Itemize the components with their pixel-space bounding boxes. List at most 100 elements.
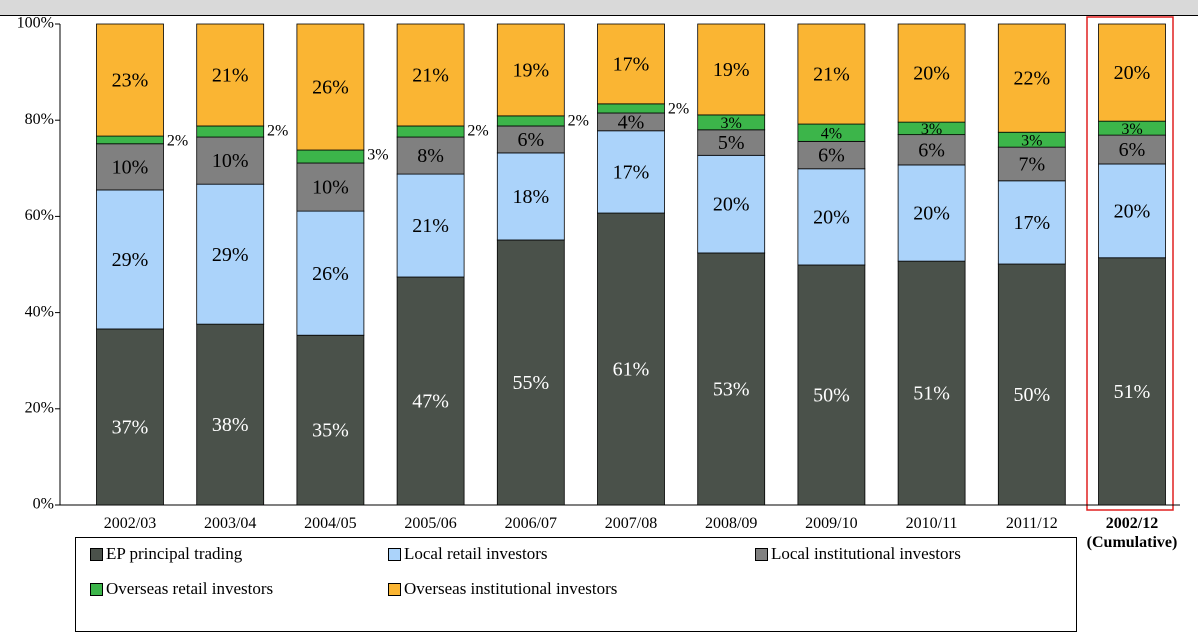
legend: EP principal trading Local retail investo… — [75, 537, 1077, 632]
x-tick-label: 2010/11 — [905, 515, 958, 532]
legend-swatch — [90, 547, 103, 561]
legend-item: Overseas institutional investors — [388, 579, 617, 599]
data-label: 3% — [721, 115, 742, 132]
bar-segment — [396, 276, 465, 506]
legend-swatch — [388, 582, 401, 596]
data-label: 8% — [417, 145, 444, 167]
data-label: 2% — [568, 113, 589, 130]
data-label: 50% — [813, 385, 850, 407]
data-label: 3% — [367, 147, 388, 164]
bar-segment — [697, 154, 766, 254]
y-tick-label: 0% — [33, 496, 54, 513]
data-label: 21% — [813, 64, 850, 86]
data-label: 20% — [913, 63, 950, 85]
data-label: 20% — [1114, 200, 1151, 222]
data-label: 50% — [1013, 384, 1050, 406]
data-label: 3% — [1121, 121, 1142, 138]
data-label: 29% — [212, 244, 249, 266]
bar-segment — [697, 129, 766, 156]
bar-segment — [196, 136, 265, 185]
bar-segment — [797, 140, 866, 170]
bar-segment — [196, 183, 265, 325]
x-tick-label: 2011/12 — [1005, 515, 1058, 532]
data-label: 26% — [312, 77, 349, 99]
data-label: 61% — [613, 359, 650, 381]
data-label: 3% — [1021, 132, 1042, 149]
bar-segment — [697, 23, 766, 116]
bar-segment — [997, 180, 1066, 265]
data-label: 20% — [713, 194, 750, 216]
data-label: 4% — [821, 125, 842, 142]
data-label: 10% — [112, 156, 149, 178]
bar-segment — [797, 23, 866, 125]
data-label: 17% — [613, 162, 650, 184]
bar-segment — [96, 23, 164, 137]
bar-segment — [396, 125, 465, 138]
data-label: 22% — [1013, 68, 1050, 90]
data-label: 4% — [618, 111, 645, 133]
bar-segment — [597, 130, 665, 214]
legend-label: EP principal trading — [106, 544, 243, 563]
legend-swatch — [755, 547, 768, 561]
bar-segment — [697, 252, 766, 506]
bar-segment — [897, 134, 966, 166]
header-band — [0, 0, 1198, 16]
data-label: 2% — [467, 123, 488, 140]
x-tick-label: 2003/04 — [203, 515, 257, 532]
y-tick-label: 100% — [17, 15, 54, 32]
x-tick-label: 2006/07 — [504, 515, 558, 532]
legend-label: Local retail investors — [404, 544, 548, 563]
bar-segment — [797, 168, 866, 266]
data-label: 6% — [1119, 139, 1146, 161]
x-tick-label: 2007/08 — [604, 515, 658, 532]
bar-segment — [597, 23, 665, 105]
legend-item: Local retail investors — [388, 544, 548, 564]
legend-label: Local institutional investors — [771, 544, 961, 563]
data-label: 19% — [512, 60, 549, 82]
bar-segment — [396, 136, 465, 175]
legend-item: Local institutional investors — [755, 544, 961, 564]
bar-segment — [496, 239, 565, 506]
highlight-box — [1086, 16, 1174, 511]
bar-segment — [296, 149, 365, 164]
data-label: 6% — [517, 129, 544, 151]
y-tick-label: 60% — [25, 207, 54, 224]
data-label: 17% — [613, 54, 650, 76]
data-label: 5% — [718, 132, 745, 154]
data-label: 2% — [167, 133, 188, 150]
data-label: 47% — [412, 391, 449, 413]
bar-segment — [196, 125, 265, 138]
bar-segment — [396, 23, 465, 127]
bar-segment — [496, 152, 565, 241]
data-label: 23% — [112, 70, 149, 92]
x-tick-label: 2009/10 — [805, 515, 858, 532]
bar-segment — [496, 125, 565, 154]
legend-swatch — [90, 582, 103, 596]
data-label: 51% — [1114, 381, 1151, 403]
data-label: 7% — [1018, 154, 1045, 176]
bar-segment — [1098, 163, 1166, 259]
bar-segment — [296, 162, 365, 212]
bar-segment — [1098, 134, 1166, 165]
bar-segment — [897, 164, 966, 262]
bar-segment — [897, 23, 966, 123]
y-tick-label: 40% — [25, 303, 54, 320]
x-tick-label: 2008/09 — [704, 515, 758, 532]
data-label: 10% — [312, 177, 349, 199]
bar-segment — [997, 23, 1066, 133]
bar-segment — [496, 115, 565, 127]
data-label: 6% — [818, 145, 845, 167]
bar-segment — [1098, 23, 1166, 122]
legend-label: Overseas retail investors — [106, 579, 274, 598]
y-tick-label: 80% — [25, 111, 54, 128]
data-label: 6% — [918, 139, 945, 161]
data-label: 20% — [813, 206, 850, 228]
bar-segment — [296, 210, 365, 336]
x-tick-label: 2005/06 — [404, 515, 457, 532]
bar-segment — [797, 264, 866, 506]
bar-segment — [597, 212, 665, 506]
y-tick-label: 20% — [25, 399, 54, 416]
bar-segment — [96, 328, 164, 506]
